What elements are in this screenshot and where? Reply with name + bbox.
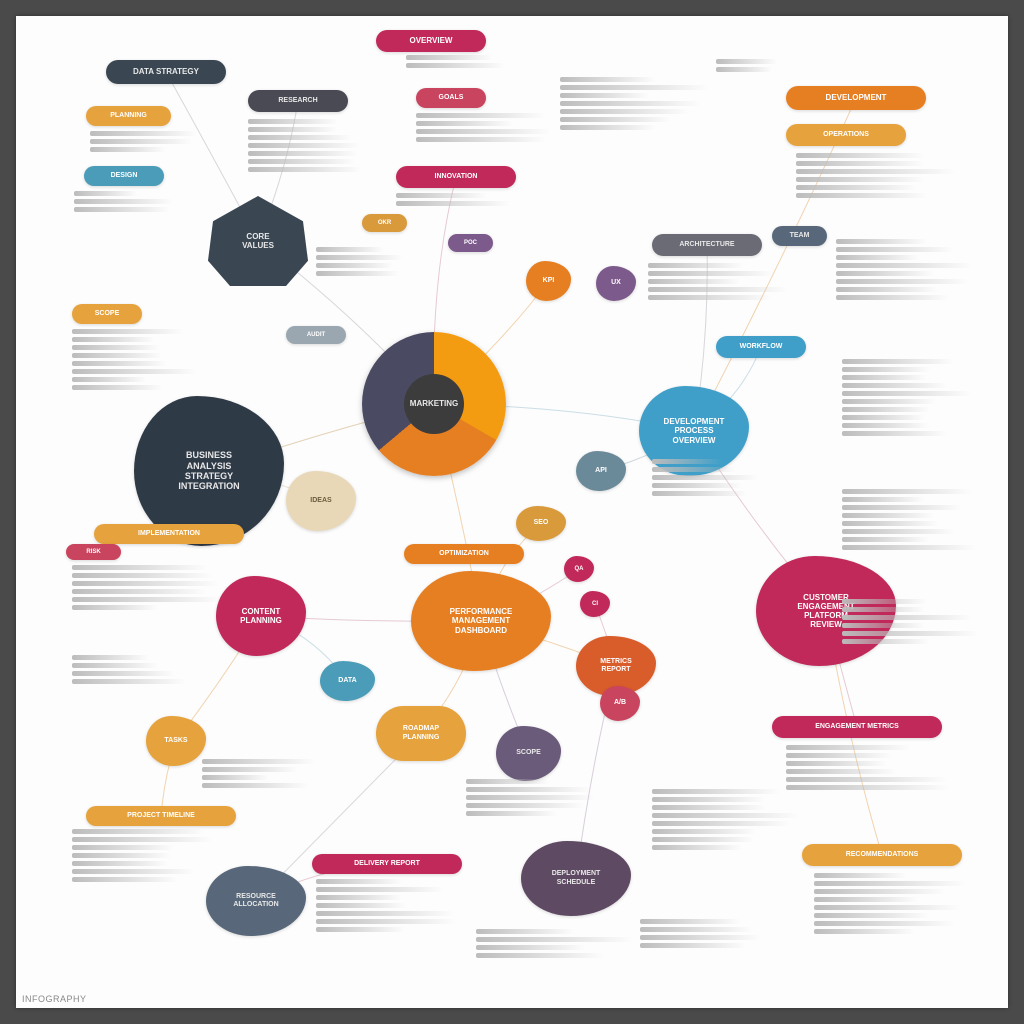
annotation-block — [466, 776, 606, 819]
node-n8: KPI — [526, 261, 571, 301]
annotation-block — [72, 652, 202, 687]
node-p_tr2: OPERATIONS — [786, 124, 906, 146]
node-p_r3: WORKFLOW — [716, 336, 806, 358]
node-n13: TASKS — [146, 716, 206, 766]
annotation-block — [416, 110, 556, 145]
diagram-canvas: { "meta": { "type": "network-infographic… — [16, 16, 1008, 1008]
node-n12: SCOPE — [496, 726, 561, 781]
node-n7: IDEAS — [286, 471, 356, 531]
node-n20: API — [576, 451, 626, 491]
annotation-block — [836, 236, 976, 303]
node-n16: A/B — [600, 686, 640, 721]
node-p_l2: IMPLEMENTATION — [94, 524, 244, 544]
annotation-block — [716, 56, 786, 75]
node-p_l1: PLANNING — [86, 106, 171, 126]
node-p_r2: ARCHITECTURE — [652, 234, 762, 256]
node-p_mid4: POC — [448, 234, 493, 252]
node-n5: CONTENT PLANNING — [216, 576, 306, 656]
node-n11: ROADMAP PLANNING — [376, 706, 466, 761]
footer-caption: INFOGRAPHY — [22, 994, 87, 1004]
annotation-block — [786, 742, 966, 793]
annotation-block — [72, 826, 232, 885]
node-n19: DATA — [320, 661, 375, 701]
node-p_b4: RECOMMENDATIONS — [802, 844, 962, 866]
node-p_mid1: RESEARCH — [248, 90, 348, 112]
node-p_b3: ENGAGEMENT METRICS — [772, 716, 942, 738]
node-p_l3: RISK — [66, 544, 121, 560]
annotation-block — [316, 244, 426, 279]
node-p_b1: PROJECT TIMELINE — [86, 806, 236, 826]
annotation-block — [560, 74, 710, 133]
node-p_tr1: DEVELOPMENT — [786, 86, 926, 110]
annotation-block — [90, 128, 200, 155]
node-p_top: OVERVIEW — [376, 30, 486, 52]
annotation-block — [652, 456, 772, 499]
node-p_c3: SCOPE — [72, 304, 142, 324]
node-n9: UX — [596, 266, 636, 301]
node-p_r1: TEAM — [772, 226, 827, 246]
annotation-block — [72, 326, 202, 393]
annotation-block — [648, 260, 798, 303]
annotation-block — [652, 786, 802, 853]
annotation-block — [814, 870, 974, 937]
node-n6: CORE VALUES — [208, 196, 308, 286]
node-p_c2: DESIGN — [84, 166, 164, 186]
node-p_tl: DATA STRATEGY — [106, 60, 226, 84]
node-n18: CI — [580, 591, 610, 617]
node-p_mid5: AUDIT — [286, 326, 346, 344]
annotation-block — [74, 188, 184, 215]
pie-center-label: MARKETING — [404, 374, 464, 434]
annotation-block — [796, 150, 966, 201]
node-n21: SEO — [516, 506, 566, 541]
node-n3: PERFORMANCE MANAGEMENT DASHBOARD — [411, 571, 551, 671]
node-p_c4: OPTIMIZATION — [404, 544, 524, 564]
annotation-block — [842, 356, 982, 439]
node-n17: QA — [564, 556, 594, 582]
annotation-block — [72, 562, 222, 613]
annotation-block — [842, 596, 982, 647]
annotation-block — [248, 116, 368, 175]
annotation-block — [316, 876, 466, 935]
node-p_mid2: GOALS — [416, 88, 486, 108]
node-p_mid3: OKR — [362, 214, 407, 232]
annotation-block — [202, 756, 322, 791]
node-p_b2: DELIVERY REPORT — [312, 854, 462, 874]
node-n15: DEPLOYMENT SCHEDULE — [521, 841, 631, 916]
annotation-block — [476, 926, 636, 961]
annotation-block — [640, 916, 780, 951]
annotation-block — [842, 486, 982, 553]
annotation-block — [406, 52, 536, 71]
node-p_c1: INNOVATION — [396, 166, 516, 188]
annotation-block — [396, 190, 526, 209]
